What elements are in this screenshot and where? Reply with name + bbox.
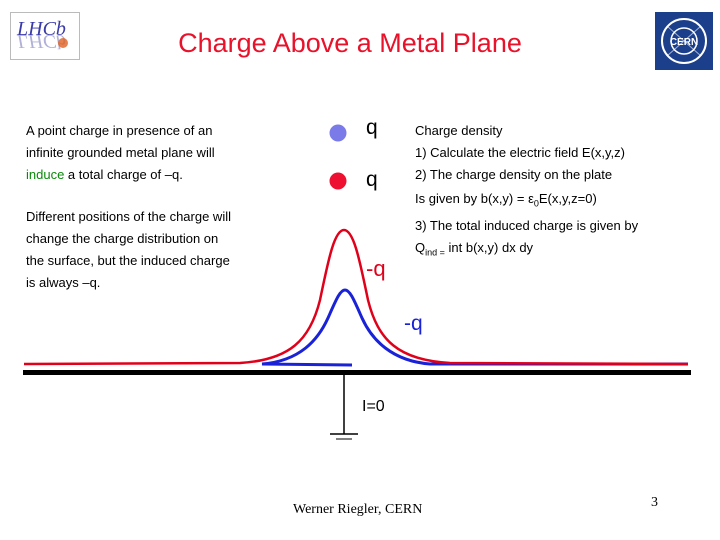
intro-line-2: infinite grounded metal plane will — [26, 145, 215, 160]
notes-line-3: 2) The charge density on the plate — [415, 167, 613, 182]
lhcb-logo: LHCb LHCb — [10, 12, 80, 60]
red-charge-label: q — [366, 168, 378, 191]
blue-density-curve — [261, 288, 688, 367]
svg-text:LHCb: LHCb — [16, 18, 66, 40]
notes-line-5: 3) The total induced charge is given by — [415, 217, 639, 233]
lhcb-logo-graphic: LHCb LHCb — [16, 18, 68, 52]
positions-line-4: is always –q. — [26, 275, 101, 290]
intro-paragraph: A point charge in presence of an infinit… — [26, 120, 316, 186]
positions-paragraph: Different positions of the charge will c… — [26, 206, 316, 294]
red-induced-label: -q — [366, 256, 386, 281]
notes-line-2: 1) Calculate the electric field E(x,y,z) — [415, 145, 625, 160]
current-label: I=0 — [362, 398, 385, 415]
metal-plane — [23, 370, 691, 375]
q-subscript: ind = — [425, 247, 445, 258]
notes-line-4: Is given by b(x,y) = ε0E(x,y,z=0) — [415, 188, 715, 215]
blue-induced-label: -q — [404, 312, 423, 335]
cern-logo: CERN — [655, 12, 713, 70]
intro-line-3: induce a total charge of –q. — [26, 164, 316, 186]
epsilon-subscript: 0 — [533, 198, 539, 209]
positions-line-2: change the charge distribution on — [26, 231, 219, 246]
integral-expression: int b(x,y) dx dy — [444, 239, 534, 255]
blue-charge-label: q — [366, 116, 378, 139]
notes-line-6: Qind = int b(x,y) dx dy — [415, 237, 715, 264]
slide-title: Charge Above a Metal Plane — [178, 28, 522, 58]
induce-word: induce — [26, 167, 65, 182]
positions-line-1: Different positions of the charge will — [26, 209, 231, 224]
svg-text:CERN: CERN — [670, 37, 698, 48]
notes-line-4-prefix: Is given by b(x,y) = ε — [415, 191, 534, 206]
red-density-curve — [23, 228, 689, 366]
cern-logo-graphic: CERN — [661, 18, 707, 64]
notes-line-4-suffix: E(x,y,z=0) — [538, 191, 597, 206]
positions-line-3: the surface, but the induced charge — [26, 253, 230, 268]
blue-charge — [329, 124, 347, 142]
intro-line-3-rest: a total charge of –q. — [64, 167, 183, 182]
author-footer: Werner Riegler, CERN — [293, 502, 423, 517]
notes-line-1: Charge density — [415, 123, 503, 138]
svg-text:LHCb: LHCb — [16, 30, 66, 52]
intro-line-1: A point charge in presence of an — [26, 123, 213, 138]
page-number: 3 — [651, 495, 658, 510]
red-charge — [329, 172, 347, 190]
charge-density-notes: Charge density 1) Calculate the electric… — [415, 120, 715, 263]
q-symbol: Q — [415, 239, 426, 255]
